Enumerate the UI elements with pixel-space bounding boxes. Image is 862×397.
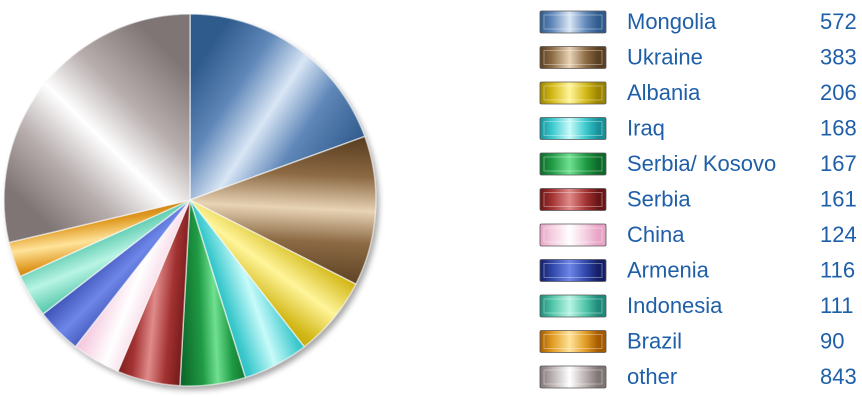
- legend-value: 383: [820, 45, 857, 70]
- legend-value: 116: [820, 258, 855, 283]
- legend-item-ukraine: Ukraine 383: [540, 45, 857, 70]
- legend-swatch-indonesia: [540, 295, 606, 317]
- legend-item-brazil: Brazil 90: [540, 329, 844, 354]
- legend-item-iraq: Iraq 168: [540, 116, 857, 141]
- legend-label: Serbia/ Kosovo: [627, 151, 776, 176]
- legend-swatch-other: [540, 366, 606, 388]
- legend-swatch-ukraine: [540, 47, 606, 69]
- legend-swatch-serbia-kosovo: [540, 153, 606, 175]
- legend-item-mongolia: Mongolia 572: [540, 9, 857, 34]
- legend-label: Albania: [627, 80, 701, 105]
- legend-swatch-brazil: [540, 331, 606, 353]
- legend-value: 161: [820, 187, 857, 212]
- legend-value: 843: [820, 364, 857, 389]
- legend-value: 124: [820, 222, 857, 247]
- legend-value: 206: [820, 80, 857, 105]
- pie-group: [4, 14, 376, 386]
- legend-label: Ukraine: [627, 45, 703, 70]
- legend-item-other: other 843: [540, 364, 857, 389]
- legend-value: 572: [820, 9, 857, 34]
- legend-value: 167: [820, 151, 857, 176]
- legend-label: Mongolia: [627, 9, 717, 34]
- legend-swatch-china: [540, 224, 606, 246]
- legend-item-serbia: Serbia 161: [540, 187, 857, 212]
- legend-item-albania: Albania 206: [540, 80, 857, 105]
- legend-label: China: [627, 222, 685, 247]
- legend-label: Armenia: [627, 258, 710, 283]
- legend-item-china: China 124: [540, 222, 857, 247]
- legend-swatch-iraq: [540, 118, 606, 140]
- legend-value: 168: [820, 116, 857, 141]
- legend: Mongolia 572 Ukraine 383 Albania 206 Iraq 168 Se…: [540, 9, 857, 389]
- legend-label: Indonesia: [627, 293, 723, 318]
- legend-item-serbia-kosovo: Serbia/ Kosovo 167: [540, 151, 857, 176]
- legend-item-armenia: Armenia 116: [540, 258, 855, 283]
- legend-swatch-albania: [540, 82, 606, 104]
- legend-value: 90: [820, 329, 844, 354]
- legend-item-indonesia: Indonesia 111: [540, 293, 853, 318]
- legend-label: other: [627, 364, 677, 389]
- legend-value: 111: [820, 293, 853, 318]
- legend-swatch-armenia: [540, 260, 606, 282]
- legend-swatch-serbia: [540, 189, 606, 211]
- legend-label: Brazil: [627, 329, 682, 354]
- legend-label: Serbia: [627, 187, 691, 212]
- legend-swatch-mongolia: [540, 11, 606, 33]
- legend-label: Iraq: [627, 116, 665, 141]
